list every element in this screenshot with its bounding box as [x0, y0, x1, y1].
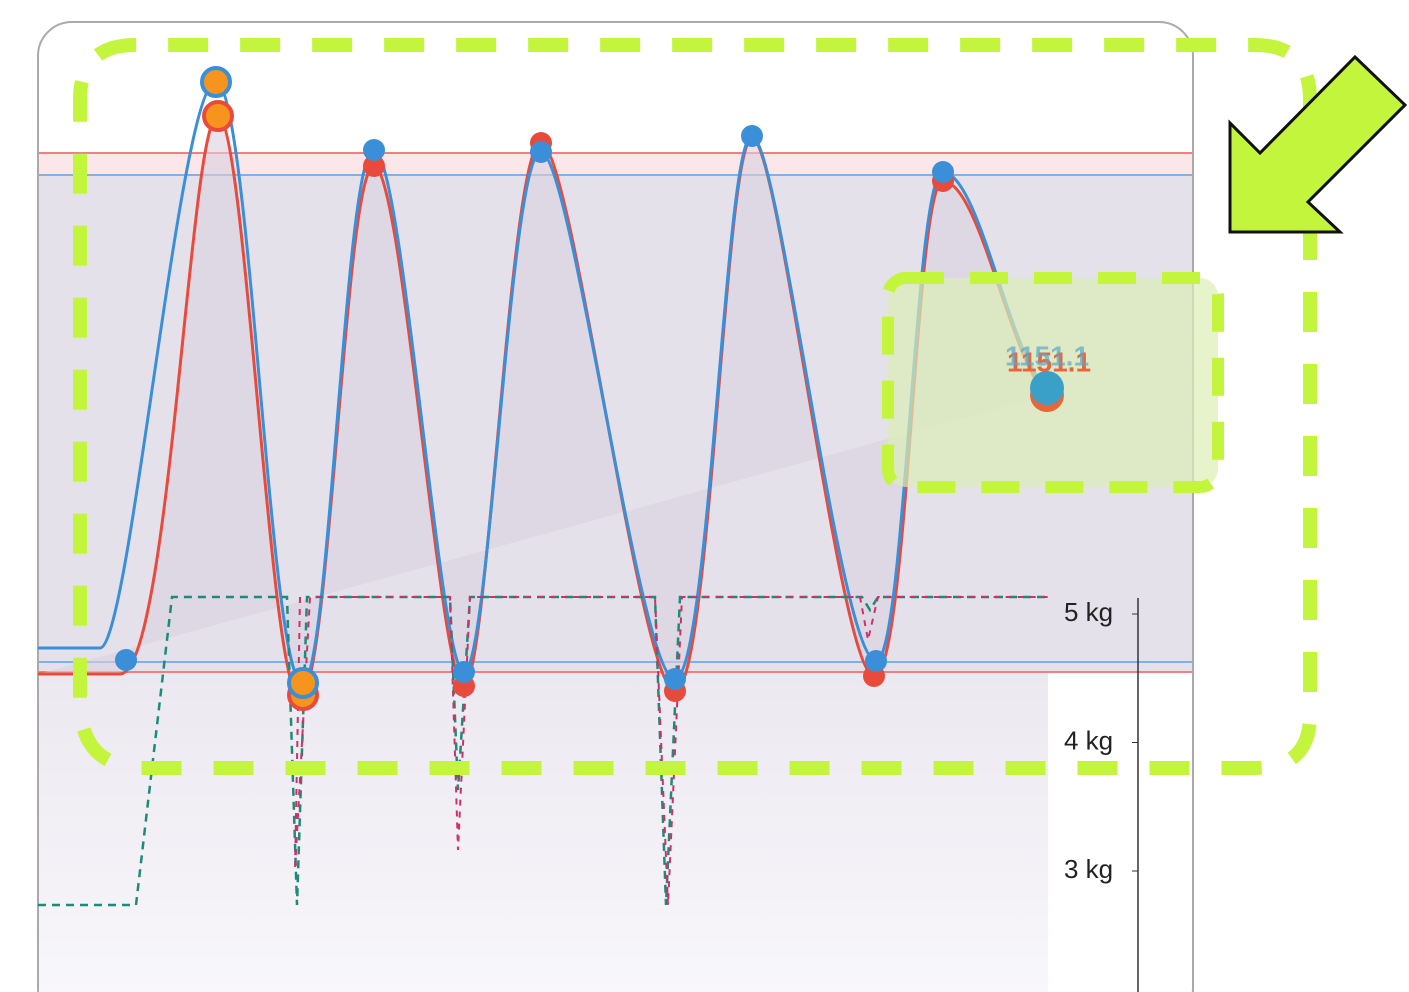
- y-tick-label: 5 kg: [1064, 597, 1113, 627]
- y-tick-label: 3 kg: [1064, 854, 1113, 884]
- markers: [115, 66, 954, 711]
- marker: [287, 667, 319, 699]
- marker: [115, 649, 137, 671]
- marker: [1030, 371, 1064, 405]
- area-fill: [39, 672, 1048, 992]
- marker: [664, 668, 686, 690]
- marker: [865, 650, 887, 672]
- axis-ticks: 5 kg 4 kg 3 kg: [1064, 597, 1138, 884]
- annotation-arrow: [1228, 54, 1408, 234]
- annotation-box: [73, 38, 1317, 775]
- marker: [363, 139, 385, 161]
- tooltip-label: 1151.1: [1007, 346, 1091, 377]
- marker: [453, 661, 475, 683]
- marker: [530, 141, 552, 163]
- marker: [932, 161, 954, 183]
- marker: [202, 100, 234, 132]
- band-top: [39, 153, 1192, 175]
- marker: [741, 125, 763, 147]
- marker: [200, 66, 232, 98]
- y-tick-label: 4 kg: [1064, 725, 1113, 755]
- marker: [363, 155, 385, 177]
- tooltip-label: 1151.1: [1005, 340, 1089, 371]
